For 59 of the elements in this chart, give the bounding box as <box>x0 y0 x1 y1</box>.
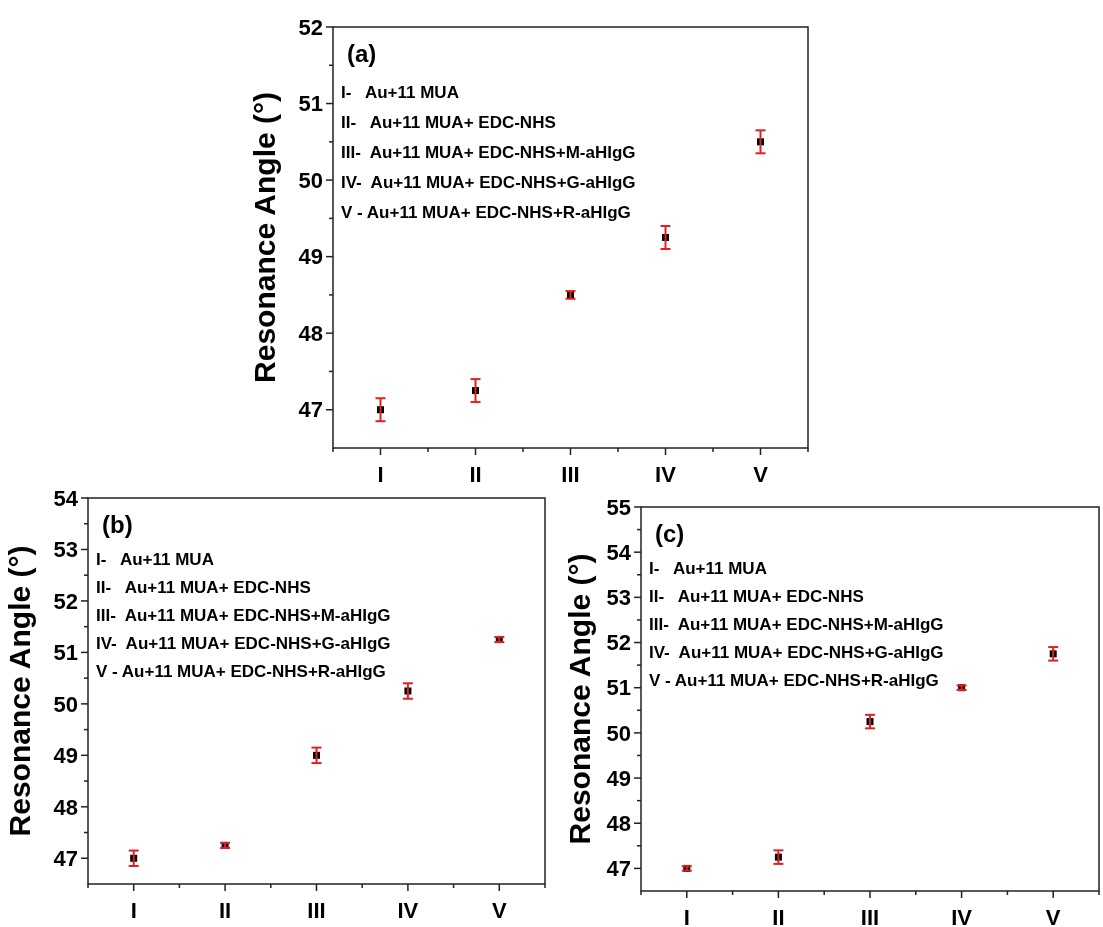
y-tick-label: 54 <box>606 539 632 565</box>
x-tick-label: IV <box>951 905 973 927</box>
y-tick-label: 50 <box>53 691 78 717</box>
y-tick-label: 50 <box>298 167 323 193</box>
x-tick-label: III <box>860 905 880 927</box>
x-tick-label: II <box>772 905 785 927</box>
y-axis-title: Resonance Angle (°) <box>563 553 596 845</box>
x-tick-label: V <box>753 462 769 487</box>
y-tick-label: 49 <box>298 244 323 270</box>
annotation: II- Au+11 MUA+ EDC-NHS <box>649 587 864 606</box>
annotation: IV- Au+11 MUA+ EDC-NHS+G-aHIgG <box>96 634 391 653</box>
annotation: V - Au+11 MUA+ EDC-NHS+R-aHIgG <box>649 671 939 690</box>
annotation: I- Au+11 MUA <box>649 559 767 578</box>
annotation: I- Au+11 MUA <box>341 83 459 102</box>
x-tick-label: I <box>683 905 690 927</box>
y-tick-label: 52 <box>298 14 323 40</box>
annotation: V - Au+11 MUA+ EDC-NHS+R-aHIgG <box>341 203 631 222</box>
y-tick-label: 48 <box>53 794 78 820</box>
x-tick-label: IV <box>655 462 677 487</box>
annotation: V - Au+11 MUA+ EDC-NHS+R-aHIgG <box>96 662 386 681</box>
x-tick-label: V <box>1045 905 1061 927</box>
y-tick-label: 51 <box>53 640 78 666</box>
annotation: III- Au+11 MUA+ EDC-NHS+M-aHIgG <box>341 143 636 162</box>
annotation: (b) <box>102 511 133 538</box>
y-tick-label: 55 <box>606 494 631 520</box>
x-tick-label: I <box>130 898 137 923</box>
x-tick-label: III <box>561 462 580 487</box>
x-tick-label: IV <box>397 898 419 923</box>
y-tick-label: 49 <box>53 743 78 769</box>
y-axis-title: Resonance Angle (°) <box>3 545 36 837</box>
x-tick-label: I <box>377 462 384 487</box>
y-tick-label: 47 <box>298 397 323 423</box>
y-tick-label: 53 <box>606 585 631 611</box>
y-tick-label: 51 <box>298 91 323 117</box>
annotation: III- Au+11 MUA+ EDC-NHS+M-aHIgG <box>96 606 391 625</box>
annotation: III- Au+11 MUA+ EDC-NHS+M-aHIgG <box>649 615 944 634</box>
annotation: II- Au+11 MUA+ EDC-NHS <box>341 113 556 132</box>
y-tick-label: 47 <box>606 856 631 882</box>
y-tick-label: 52 <box>606 630 631 656</box>
x-tick-label: III <box>307 898 326 923</box>
y-tick-label: 53 <box>53 537 78 563</box>
x-tick-label: V <box>491 898 507 923</box>
annotation: IV- Au+11 MUA+ EDC-NHS+G-aHIgG <box>649 643 944 662</box>
annotation: IV- Au+11 MUA+ EDC-NHS+G-aHIgG <box>341 173 636 192</box>
y-tick-label: 48 <box>298 320 323 346</box>
y-tick-label: 54 <box>53 485 79 511</box>
y-tick-label: 49 <box>606 765 631 791</box>
y-tick-label: 48 <box>606 810 631 836</box>
y-tick-label: 52 <box>53 588 78 614</box>
annotation: (c) <box>655 520 685 547</box>
annotation: I- Au+11 MUA <box>96 550 214 569</box>
y-axis-title: Resonance Angle (°) <box>248 92 281 383</box>
y-tick-label: 50 <box>606 720 631 746</box>
y-tick-label: 47 <box>53 845 78 871</box>
x-tick-label: II <box>469 462 482 487</box>
x-tick-label: II <box>218 898 232 923</box>
annotation: (a) <box>347 40 377 67</box>
annotation: II- Au+11 MUA+ EDC-NHS <box>96 578 311 597</box>
y-tick-label: 51 <box>606 675 631 701</box>
